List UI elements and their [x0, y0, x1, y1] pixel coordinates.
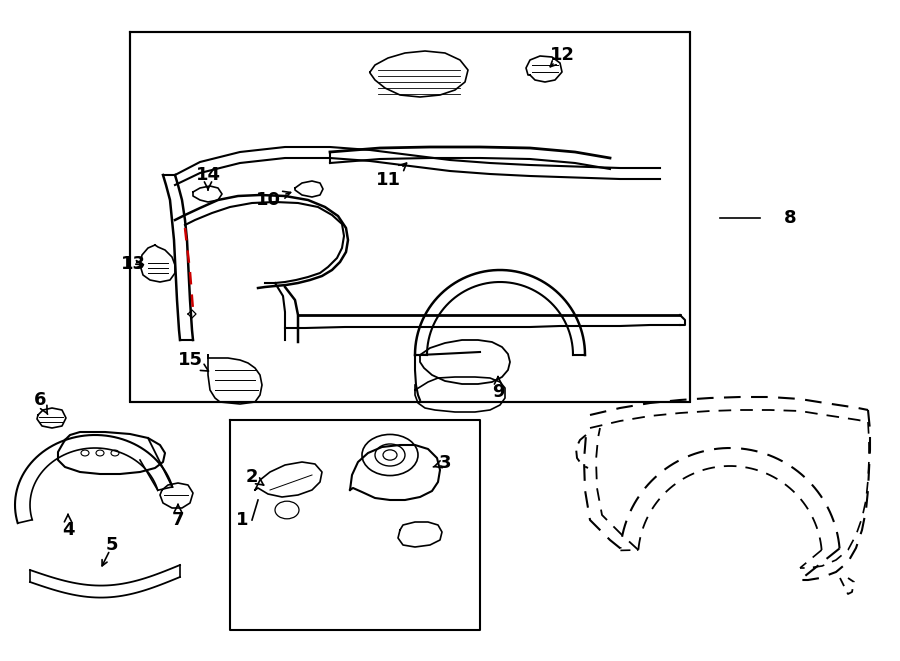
Text: 5: 5: [106, 536, 118, 554]
Text: 6: 6: [34, 391, 48, 414]
Text: 13: 13: [121, 255, 146, 273]
Text: 15: 15: [177, 351, 209, 371]
Text: 7: 7: [172, 504, 184, 529]
Text: 14: 14: [195, 166, 220, 190]
Text: 3: 3: [433, 454, 451, 472]
Text: 11: 11: [375, 163, 407, 189]
Text: 8: 8: [784, 209, 796, 227]
Text: 9: 9: [491, 377, 504, 401]
Text: 12: 12: [550, 46, 574, 64]
Text: 10: 10: [256, 191, 291, 209]
Bar: [130, 32, 690, 402]
Text: 2: 2: [246, 468, 264, 486]
Text: 4: 4: [62, 514, 74, 539]
Text: 1: 1: [236, 511, 248, 529]
